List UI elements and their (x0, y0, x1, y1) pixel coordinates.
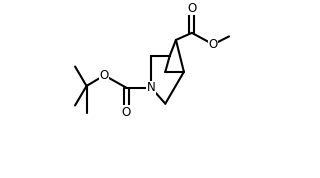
Text: N: N (147, 81, 156, 94)
Text: O: O (100, 69, 109, 82)
Text: O: O (208, 38, 218, 51)
Text: O: O (122, 106, 131, 119)
Text: O: O (187, 2, 196, 15)
